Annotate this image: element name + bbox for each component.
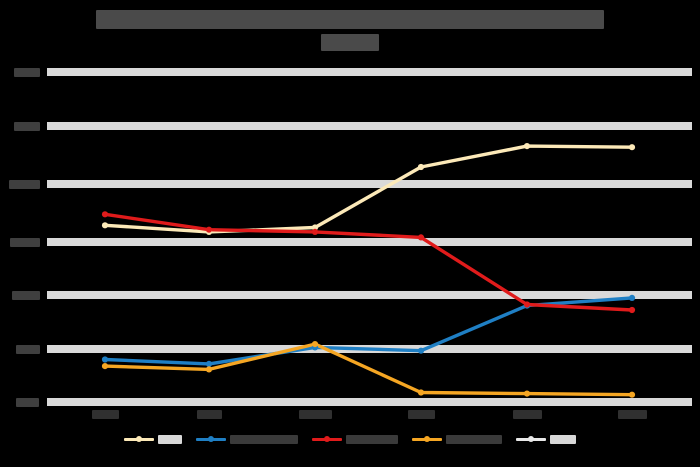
series-line-3	[103, 212, 634, 312]
x-axis-tick-label	[513, 410, 542, 419]
y-axis-tick-label	[16, 398, 39, 407]
legend-label	[230, 434, 298, 444]
legend-series-1[interactable]	[124, 433, 182, 445]
chart-title-line-1	[96, 10, 604, 29]
legend-label	[446, 434, 502, 444]
legend-swatch-icon	[516, 433, 546, 445]
data-point	[628, 391, 636, 398]
data-point	[628, 306, 636, 314]
x-axis-tick-label	[618, 410, 647, 419]
data-point	[417, 163, 425, 171]
legend-label	[158, 434, 182, 444]
data-point	[417, 389, 425, 396]
data-point	[101, 222, 109, 229]
data-point	[311, 224, 319, 231]
data-point	[628, 294, 636, 301]
gridline	[47, 68, 692, 76]
data-point	[101, 211, 109, 218]
legend-label	[550, 434, 576, 444]
chart-title	[0, 10, 700, 51]
series-layer	[101, 143, 636, 398]
series-line-4	[103, 342, 634, 397]
data-point	[523, 143, 531, 150]
chart-title-line-2	[321, 34, 379, 51]
legend-series-4[interactable]	[412, 433, 502, 445]
x-axis-tick-label	[92, 410, 119, 419]
data-point	[417, 234, 425, 241]
data-point	[417, 347, 425, 354]
y-axis-tick-label	[9, 180, 40, 189]
x-axis-tick-label	[408, 410, 435, 419]
legend-label	[346, 434, 398, 444]
legend-swatch-icon	[412, 433, 442, 445]
legend-series-2[interactable]	[196, 433, 298, 445]
data-point	[311, 341, 319, 348]
gridline	[47, 398, 692, 406]
legend-swatch-icon	[196, 433, 226, 445]
series-line-2	[103, 296, 634, 366]
legend-swatch-icon	[124, 433, 154, 445]
chart-legend	[0, 433, 700, 445]
data-point	[205, 226, 213, 233]
data-point	[205, 360, 213, 367]
legend-swatch-icon	[312, 433, 342, 445]
gridline	[47, 238, 692, 246]
y-axis-tick-label	[10, 238, 40, 247]
legend-series-5[interactable]	[516, 433, 576, 445]
data-point	[311, 228, 319, 235]
data-point	[205, 366, 213, 373]
y-axis-tick-label	[12, 291, 40, 300]
y-axis-tick-label	[14, 122, 40, 131]
series-line-1	[103, 144, 634, 234]
gridline	[47, 291, 692, 299]
legend-series-3[interactable]	[312, 433, 398, 445]
plot-area	[47, 68, 692, 406]
data-point	[523, 301, 531, 308]
data-point	[101, 356, 109, 363]
x-axis-tick-label	[299, 410, 332, 419]
data-point	[101, 363, 109, 370]
y-axis-tick-label	[14, 68, 40, 77]
x-axis-tick-label	[197, 410, 222, 419]
gridline	[47, 122, 692, 130]
data-point	[628, 144, 636, 151]
y-axis-tick-label	[16, 345, 40, 354]
gridline	[47, 180, 692, 188]
data-point	[523, 390, 531, 397]
